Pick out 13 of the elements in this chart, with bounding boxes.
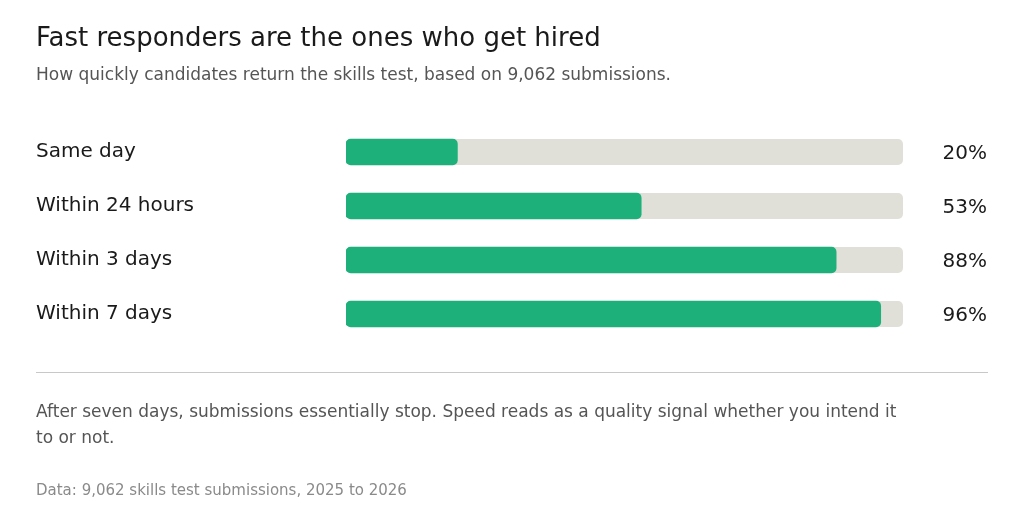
y-tick-label: Within 3 days <box>36 246 173 271</box>
text: Data: 9,062 skills test submissions, 2025 to 2026 <box>36 481 407 499</box>
data-label: 96% <box>942 302 987 327</box>
data-label: 53% <box>942 194 987 219</box>
bar <box>346 138 458 166</box>
data-label: 20% <box>942 140 987 165</box>
y-tick-label: Within 7 days <box>36 300 173 325</box>
chart-title: Fast responders are the ones who get hired <box>36 22 601 52</box>
y-tick-label: Within 24 hours <box>36 192 195 217</box>
y-tick-label: Same day <box>36 138 137 163</box>
text: After seven days, submissions essentially stop. Speed reads as a quality signal whether you intend it to or not. <box>36 400 898 449</box>
data-label: 88% <box>942 248 987 273</box>
chart-subtitle: How quickly candidates return the skills test, based on 9,062 submissions. <box>36 64 672 84</box>
